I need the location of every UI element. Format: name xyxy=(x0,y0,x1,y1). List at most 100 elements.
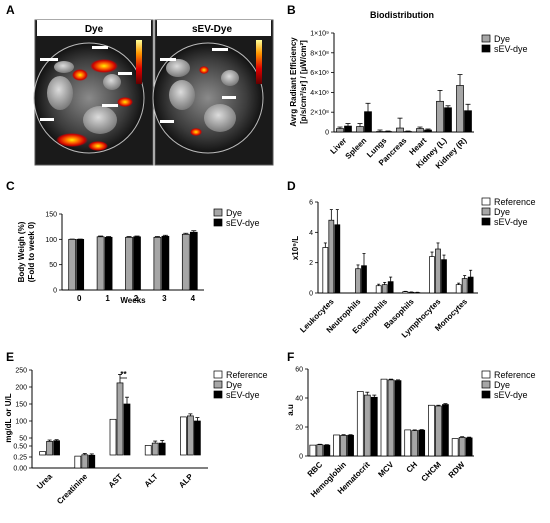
bar-c-Dye-2 xyxy=(125,236,133,291)
bar-e-Dye-3 xyxy=(151,442,159,456)
xtick-label-f-0: RBC xyxy=(306,460,325,479)
ytick-label-e-7: 250 xyxy=(15,368,27,375)
ytick-label-b-1: 2×10⁸ xyxy=(310,110,329,117)
bar-f-sEV-dye-2 xyxy=(370,396,378,457)
imaging-sev-dye-label-bg xyxy=(157,20,271,36)
bar-c-Dye-1 xyxy=(96,236,105,291)
bar-e-Dye-4 xyxy=(187,415,194,456)
ytick-label-c-3: 150 xyxy=(45,212,57,219)
legend-label-e-2: sEV-dye xyxy=(226,390,260,400)
bar-c-sEV-dye-0 xyxy=(76,238,85,291)
bar-c-Dye-4 xyxy=(181,233,190,291)
ylabel-c-1: (Fold to week 0) xyxy=(27,221,36,282)
legend-label-f-0: Reference xyxy=(494,370,536,380)
imaging-dye: Dye xyxy=(33,19,154,166)
bar-e-Dye-2 xyxy=(116,382,124,456)
legend-label-d-2: sEV-dye xyxy=(494,217,528,227)
panel-label-a: A xyxy=(6,3,15,17)
bar-d-sEV-dye-4 xyxy=(441,259,447,294)
ytick-label-e-6: 200 xyxy=(15,385,27,392)
bar-f-sEV-dye-1 xyxy=(347,434,354,457)
xtick-label-e-3: ALT xyxy=(143,472,160,489)
imaging-sev-dye-label: sEV-Dye xyxy=(192,24,232,35)
legend-swatch-c-1 xyxy=(213,218,223,227)
bar-f-Dye-0 xyxy=(316,444,324,457)
xtick-label-f-5: CHCM xyxy=(420,460,444,484)
bar-f-Dye-4 xyxy=(411,430,419,457)
xtick-label-f-4: CH xyxy=(405,460,420,475)
ylabel-d: x10⁹/L xyxy=(291,236,300,260)
bar-c-sEV-dye-4 xyxy=(189,231,198,291)
bar-d-sEV-dye-0 xyxy=(334,224,341,294)
bar-e-sEV-dye-4 xyxy=(194,420,201,456)
ylabel-b-0: Avrg Radiant Efficiency xyxy=(289,37,298,127)
xtick-label-b-1: Spleen xyxy=(343,136,368,161)
ytick-label-b-4: 8×10⁸ xyxy=(310,50,329,57)
panel-label-e: E xyxy=(6,350,14,364)
xtick-label-c-1: 1 xyxy=(105,294,110,303)
bar-d-Reference-2 xyxy=(375,285,382,294)
bar-f-sEV-dye-5 xyxy=(442,404,449,457)
tag-sev-3 xyxy=(160,120,174,123)
chart-title-b: Biodistribution xyxy=(370,10,434,20)
ytick-label-c-1: 50 xyxy=(49,262,57,269)
bar-d-sEV-dye-1 xyxy=(361,265,367,294)
bar-c-sEV-dye-1 xyxy=(104,236,113,291)
imaging-dye-label: Dye xyxy=(85,24,104,35)
sig-annotation-e: ** xyxy=(120,370,127,379)
legend-swatch-e-0 xyxy=(213,370,223,379)
legend-swatch-f-0 xyxy=(481,370,491,379)
tag-sev-4 xyxy=(222,96,236,99)
scale-bar-sev xyxy=(256,40,262,84)
organ-spleen-dye xyxy=(54,61,74,73)
bar-c-sEV-dye-3 xyxy=(161,235,170,291)
bar-f-sEV-dye-0 xyxy=(323,444,331,457)
bar-b-sEV-dye-1 xyxy=(364,111,372,133)
bar-f-Reference-1 xyxy=(333,434,340,457)
ytick-label-d-3: 6 xyxy=(309,200,313,207)
bar-e-Dye-1 xyxy=(81,454,89,469)
bar-d-Dye-2 xyxy=(381,284,388,294)
tag-dye-5 xyxy=(102,104,118,107)
bar-b-Dye-6 xyxy=(456,85,464,133)
bar-f-sEV-dye-3 xyxy=(394,380,402,457)
bar-f-Reference-0 xyxy=(309,444,317,457)
bar-e-sEV-dye-3 xyxy=(158,442,166,456)
legend-swatch-d-1 xyxy=(481,207,491,216)
bar-f-Reference-3 xyxy=(380,378,388,457)
legend-label-f-2: sEV-dye xyxy=(494,390,528,400)
legend-label-f-1: Dye xyxy=(494,380,510,390)
ytick-label-b-5: 1×10⁹ xyxy=(310,31,329,38)
bar-d-sEV-dye-5 xyxy=(467,276,474,294)
bar-f-Dye-5 xyxy=(435,405,442,457)
bar-d-Reference-0 xyxy=(322,247,329,294)
bar-b-sEV-dye-5 xyxy=(444,107,452,133)
hotspot-dye-3 xyxy=(56,133,88,147)
bar-b-sEV-dye-4 xyxy=(424,129,432,133)
bar-b-Dye-2 xyxy=(376,131,384,133)
hotspot-dye-2 xyxy=(72,69,88,81)
tag-sev-1 xyxy=(160,58,176,61)
ytick-label-b-0: 0 xyxy=(325,130,329,137)
bar-f-sEV-dye-4 xyxy=(418,429,426,457)
ytick-label-e-3: 50 xyxy=(19,436,27,443)
hotspot-dye-5 xyxy=(117,97,133,107)
panel-label-c: C xyxy=(6,179,15,193)
xtick-label-e-4: ALP xyxy=(177,472,195,490)
bar-e-sEV-dye-2 xyxy=(123,403,131,456)
bar-f-Reference-6 xyxy=(451,438,459,457)
legend-label-e-0: Reference xyxy=(226,370,268,380)
imaging-dye-label-bg xyxy=(37,20,151,36)
legend-label-b-1: sEV-dye xyxy=(494,44,528,54)
imaging-sev-dye: sEV-Dye xyxy=(152,19,274,166)
bar-b-Dye-3 xyxy=(396,127,404,133)
xtick-label-c-4: 4 xyxy=(191,294,196,303)
tag-dye-1 xyxy=(40,58,58,61)
legend-swatch-e-2 xyxy=(213,390,223,399)
bar-e-Dye-0 xyxy=(46,441,53,456)
organ-spleen-sev xyxy=(166,59,190,77)
ytick-label-b-3: 6×10⁸ xyxy=(310,70,329,77)
hotspot-sev-1 xyxy=(199,66,209,74)
bar-d-Reference-3 xyxy=(402,291,409,294)
bar-e-Reference-0 xyxy=(39,451,46,456)
